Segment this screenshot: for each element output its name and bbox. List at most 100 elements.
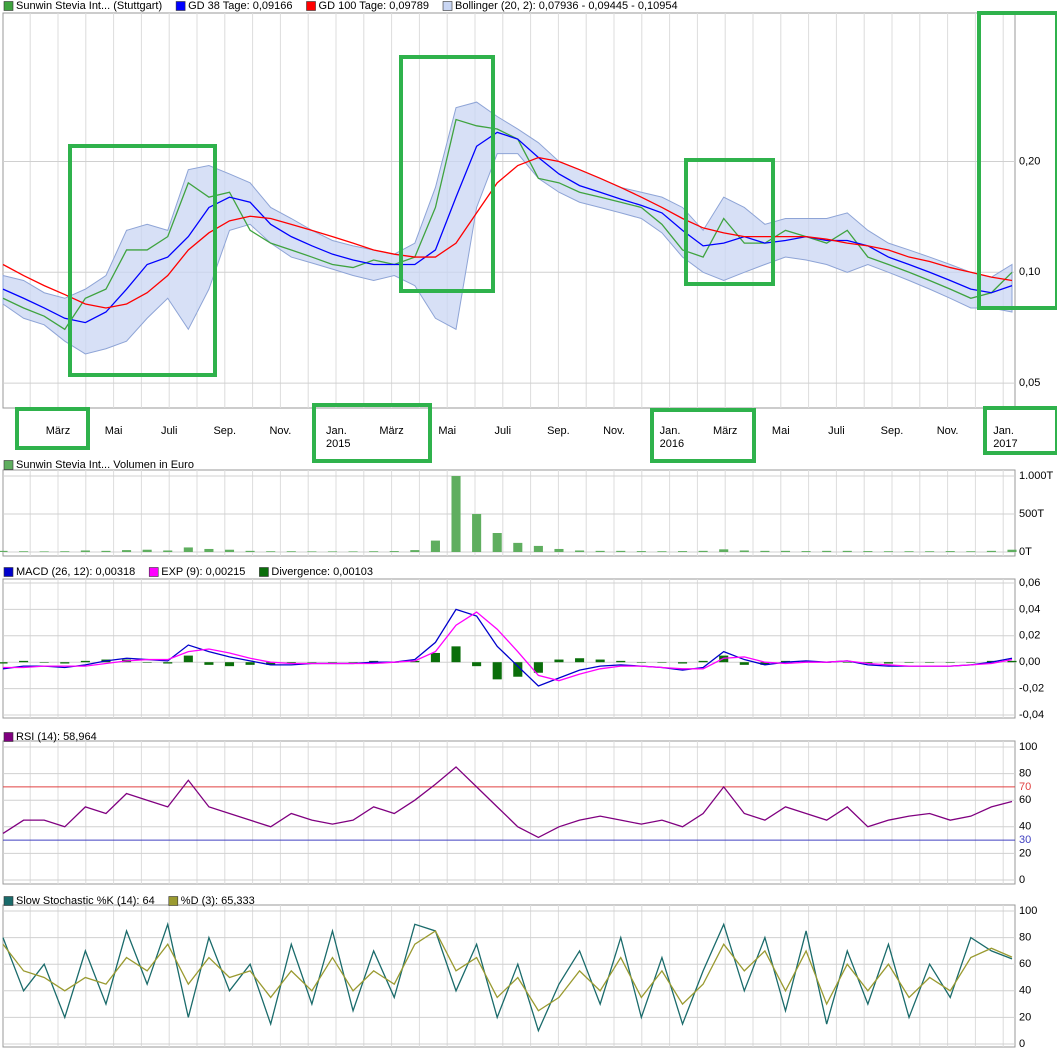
y-tick-label: 0 (1019, 874, 1025, 886)
bar (657, 551, 667, 552)
bar (39, 662, 49, 663)
bar (266, 662, 276, 665)
bar (698, 550, 708, 552)
x-tick-label: März (379, 425, 403, 437)
bar (286, 662, 296, 664)
bar (533, 662, 543, 673)
highlight-box (983, 406, 1057, 455)
x-tick-label: Sep. (213, 425, 236, 437)
bar (163, 550, 173, 552)
bar (780, 660, 791, 663)
bar (348, 551, 358, 552)
legend-swatch (442, 1, 453, 11)
plot-area (2, 12, 1016, 409)
bar (122, 550, 132, 552)
series-line (2, 930, 1013, 1012)
bar (80, 660, 90, 663)
bar (801, 660, 811, 663)
y-tick-label: 500T (1019, 508, 1044, 520)
legend-label: GD 100 Tage: 0,09789 (319, 0, 430, 12)
x-tick-label: Mai (772, 425, 790, 437)
bar (266, 551, 276, 552)
annotations (15, 11, 1057, 463)
bar (739, 662, 749, 665)
y-tick-label: -0,04 (1019, 709, 1044, 721)
bar (554, 659, 564, 663)
bar (801, 551, 811, 552)
bar (883, 551, 893, 552)
legend-swatch (3, 732, 14, 742)
bar (492, 533, 502, 552)
bar (410, 550, 420, 552)
bar (430, 540, 440, 552)
legend-swatch (175, 1, 186, 11)
bar (80, 550, 90, 552)
series-line (3, 611, 1013, 682)
bar (204, 662, 214, 665)
bar (677, 662, 688, 664)
bar (163, 662, 173, 664)
bar (60, 662, 70, 664)
bar (533, 545, 543, 552)
bar (286, 551, 296, 552)
bar (513, 542, 523, 552)
highlight-box (650, 408, 756, 463)
highlight-box (312, 403, 432, 463)
legend-swatch (3, 1, 14, 11)
x-tick-label: Sep. (547, 425, 570, 437)
bar (1007, 549, 1017, 552)
bar (0, 662, 8, 664)
bar (245, 550, 255, 552)
x-tick-label: März (713, 425, 737, 437)
bar (636, 551, 646, 552)
bar (575, 550, 585, 552)
bar (430, 652, 440, 663)
bar (677, 551, 688, 552)
bar (19, 660, 29, 663)
legend-swatch (306, 1, 316, 11)
x-tick-label: März (46, 425, 70, 437)
reference-label: 30 (1019, 834, 1031, 846)
bar (369, 660, 379, 663)
bar (513, 662, 523, 677)
y-tick-label: 0 (1019, 1038, 1025, 1050)
bar (307, 551, 317, 552)
y-tick-label: 0,00 (1019, 656, 1040, 668)
bar (327, 662, 338, 663)
y-tick-label: 60 (1019, 958, 1031, 970)
x-tick-year: 2016 (660, 438, 684, 450)
legend-label: %D (3): 65,333 (181, 895, 255, 907)
bar (389, 551, 399, 552)
legend-swatch (3, 460, 14, 470)
reference-label: 70 (1019, 781, 1031, 793)
bar (19, 551, 29, 552)
bar (142, 549, 152, 552)
bar (327, 551, 338, 552)
bar (925, 662, 935, 663)
bar (369, 551, 379, 552)
legend-swatch (148, 567, 159, 577)
bar (616, 660, 626, 663)
bar (204, 548, 214, 552)
y-tick-label: 40 (1019, 985, 1031, 997)
highlight-box (15, 407, 90, 450)
bar (966, 662, 976, 663)
bar (307, 662, 317, 663)
bar (39, 551, 49, 552)
bar (348, 662, 358, 663)
bar (863, 662, 873, 664)
bar (224, 549, 235, 552)
series-line (2, 766, 1013, 839)
x-tick-label: Juli (828, 425, 845, 437)
x-tick-year: 2015 (326, 438, 350, 450)
bar (698, 660, 708, 663)
legend-label: Sunwin Stevia Int... Volumen in Euro (16, 459, 194, 471)
bar (492, 662, 502, 680)
legend-swatch (168, 896, 179, 906)
y-tick-label: 40 (1019, 821, 1031, 833)
y-tick-label: 60 (1019, 794, 1031, 806)
bar (245, 662, 255, 665)
y-tick-label: 20 (1019, 847, 1031, 859)
y-tick-label: 0T (1019, 546, 1032, 558)
